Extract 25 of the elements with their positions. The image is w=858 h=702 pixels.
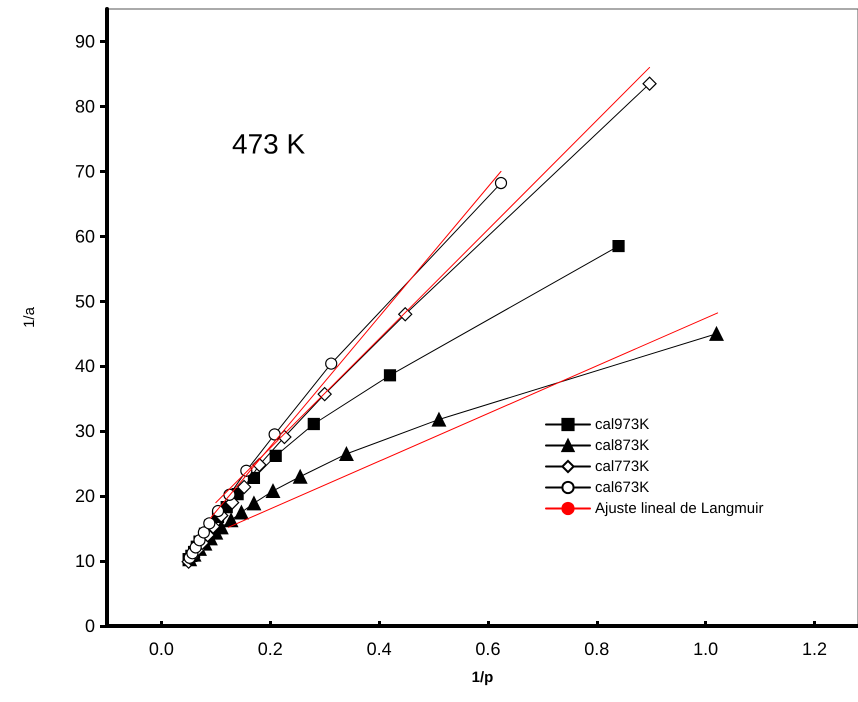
- legend-label: cal673K: [595, 479, 650, 496]
- x-tick-label: 0.6: [475, 639, 500, 659]
- x-tick-label: 1.0: [693, 639, 718, 659]
- legend-label: cal873K: [595, 437, 650, 454]
- x-tick-label: 0.4: [366, 639, 392, 659]
- legend-label: cal773K: [595, 458, 650, 475]
- y-tick-label: 50: [74, 291, 95, 312]
- y-tick-label: 10: [74, 551, 95, 572]
- y-tick-label: 90: [74, 31, 95, 52]
- x-axis-title: 1/p: [472, 669, 494, 686]
- legend-label: Ajuste lineal de Langmuir: [595, 500, 764, 517]
- y-tick-label: 30: [74, 421, 95, 442]
- y-tick-label: 60: [74, 226, 95, 246]
- y-tick-label: 0: [84, 616, 95, 636]
- annotation: 473 K: [232, 128, 306, 160]
- legend-label: cal973K: [595, 416, 650, 433]
- x-tick-label: 0.0: [148, 639, 174, 659]
- x-tick-label: 0.2: [258, 639, 283, 659]
- y-tick-label: 80: [74, 96, 95, 116]
- y-tick-label: 20: [74, 486, 95, 506]
- y-tick-label: 70: [74, 161, 95, 182]
- y-tick-label: 40: [74, 356, 95, 376]
- x-tick-label: 1.2: [802, 639, 827, 659]
- x-tick-label: 0.8: [584, 639, 610, 659]
- y-axis-title: 1/a: [21, 306, 38, 328]
